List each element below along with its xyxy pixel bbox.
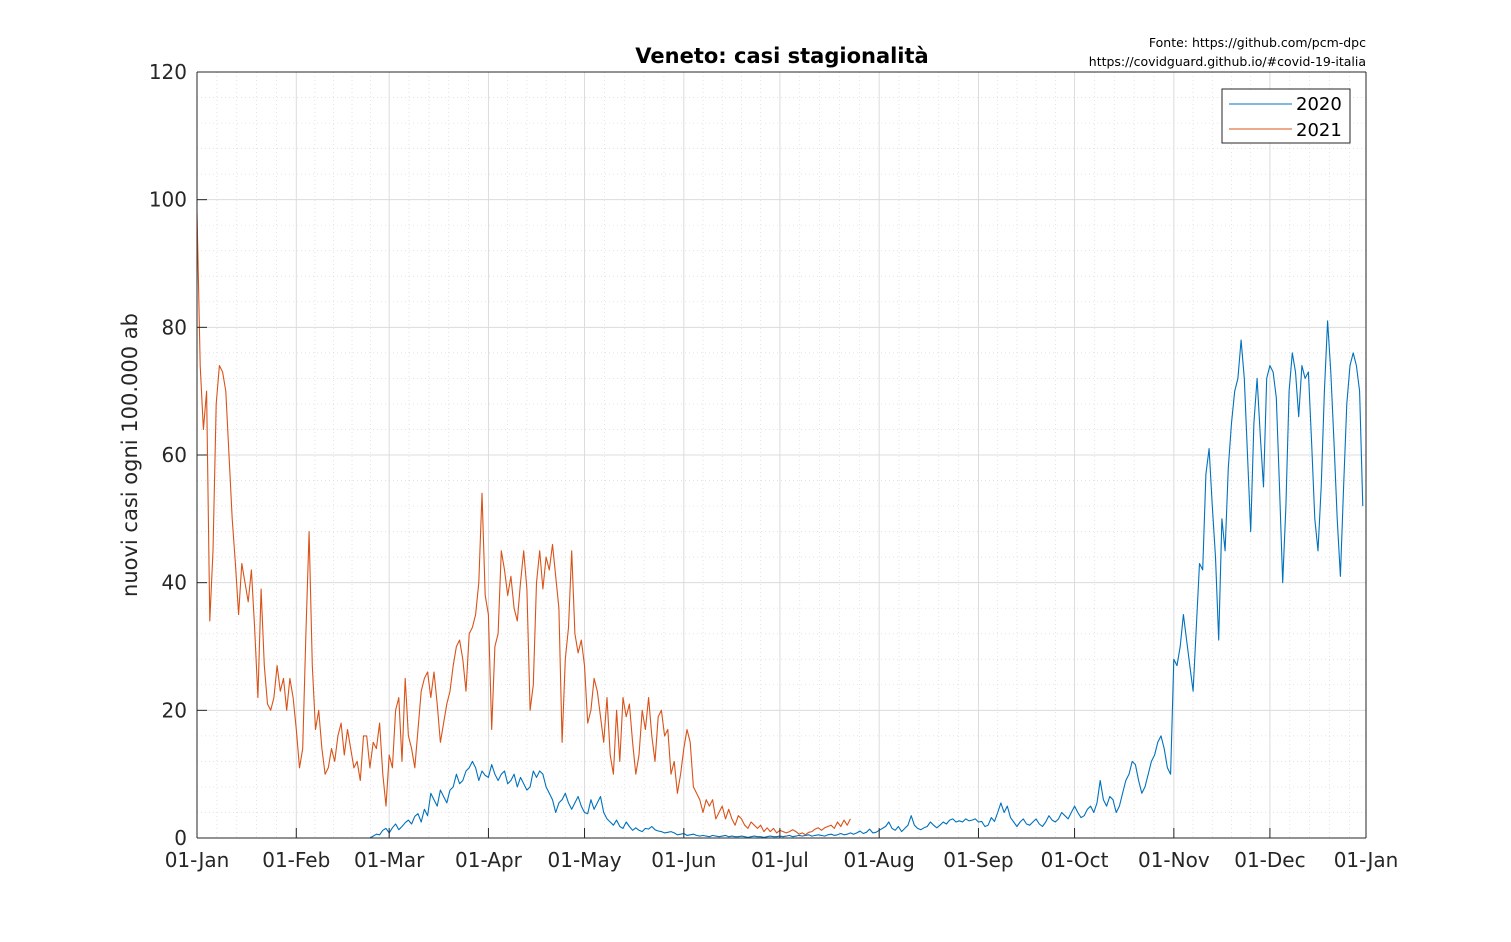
y-tick-label: 100: [149, 188, 187, 212]
source-line-2: https://covidguard.github.io/#covid-19-i…: [1089, 54, 1366, 69]
x-tick-label: 01-Jan: [1334, 848, 1399, 872]
series-layer: [196, 212, 1364, 839]
tick-labels: 0 20 40 60 80 100 120 01-Jan 01-Feb 01-Mar 01-Apr 0…: [149, 60, 1398, 872]
legend-label-2020: 2020: [1296, 94, 1342, 115]
legend-box: [1221, 88, 1351, 144]
x-tick-label: 01-Aug: [844, 848, 915, 872]
y-tick-label: 80: [162, 315, 187, 339]
minor-grid: [197, 72, 1366, 838]
axes-layer: [196, 71, 1367, 839]
y-tick-label: 40: [162, 571, 187, 595]
x-tick-label: 01-Feb: [262, 848, 330, 872]
y-tick-label: 0: [174, 826, 187, 850]
x-tick-label: 01-Jun: [651, 848, 716, 872]
chart-title: Veneto: casi stagionalità: [635, 44, 928, 68]
y-tick-label: 20: [162, 698, 187, 722]
legend: 2020 2021: [1221, 88, 1351, 144]
legend-label-2021: 2021: [1296, 120, 1342, 141]
x-tick-label: 01-Mar: [354, 848, 425, 872]
y-tick-label: 120: [149, 60, 187, 84]
x-tick-label: 01-Jul: [751, 848, 809, 872]
x-tick-label: 01-Apr: [455, 848, 523, 872]
x-tick-label: 01-May: [548, 848, 622, 872]
series-line-2020: [369, 320, 1364, 839]
source-line-1: Fonte: https://github.com/pcm-dpc: [1149, 35, 1366, 50]
x-tick-label: 01-Sep: [943, 848, 1013, 872]
x-tick-label: 01-Oct: [1041, 848, 1109, 872]
x-tick-label: 01-Dec: [1234, 848, 1305, 872]
series-line-2021: [196, 212, 851, 836]
x-tick-label: 01-Nov: [1138, 848, 1210, 872]
x-tick-label: 01-Jan: [165, 848, 230, 872]
y-tick-label: 60: [162, 443, 187, 467]
y-axis-label: nuovi casi ogni 100.000 ab: [118, 313, 142, 597]
